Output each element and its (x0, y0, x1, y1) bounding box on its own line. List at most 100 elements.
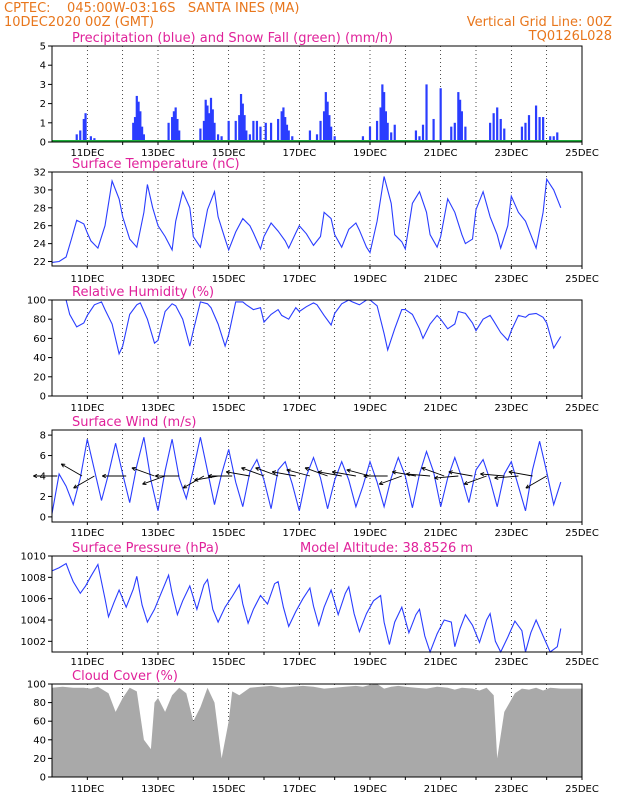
y-tick-label: 80 (33, 315, 46, 326)
precip-bar (238, 115, 241, 142)
wind-arrow-head (286, 469, 291, 473)
y-tick-label: 40 (33, 735, 46, 746)
x-tick-label: 15DEC (212, 528, 246, 539)
wind-arrow-head (102, 475, 106, 479)
wind-arrow-shaft (463, 475, 487, 485)
precip-bar (135, 95, 138, 142)
y-tick-label: 8 (40, 431, 46, 442)
wind-arrow-shaft (392, 471, 417, 477)
x-tick-label: 19DEC (353, 148, 387, 159)
precip-bar (206, 105, 209, 142)
wind-arrow-head (448, 470, 453, 473)
data-line (52, 299, 562, 356)
panel-title: Surface Wind (m/s) (72, 415, 196, 430)
precip-bar (324, 92, 327, 142)
precip-bar (84, 113, 87, 142)
x-tick-label: 13DEC (141, 784, 175, 795)
wind-arrow (241, 466, 265, 477)
precip-bar (239, 94, 243, 142)
y-tick-label: 1002 (21, 637, 46, 648)
panel-title: Relative Humidity (%) (72, 285, 214, 300)
y-tick-label: 30 (33, 185, 46, 196)
wind-arrow (102, 473, 127, 479)
y-tick-label: 100 (27, 680, 46, 691)
wind-arrow (434, 475, 459, 480)
precip-bar (384, 111, 387, 142)
wind-arrow-shaft (448, 471, 473, 477)
x-tick-label: 17DEC (282, 274, 316, 285)
wind-arrow-shaft (241, 467, 265, 477)
x-tick-label: 15DEC (212, 657, 246, 668)
y-tick-label: 6 (40, 451, 46, 462)
wind-arrow-shaft (421, 467, 445, 477)
wind-arrow (421, 466, 445, 477)
precip-bar (178, 130, 181, 142)
x-tick-label: 13DEC (141, 657, 175, 668)
x-tick-label: 19DEC (353, 274, 387, 285)
wind-arrow-head (102, 473, 106, 477)
wind-arrow-head (33, 475, 38, 479)
x-tick-label: 15DEC (212, 148, 246, 159)
y-tick-label: 1004 (21, 616, 46, 627)
precip-bar (333, 136, 336, 142)
y-tick-label: 0 (40, 392, 46, 403)
y-tick-label: 1 (40, 118, 46, 129)
wind-arrow-head (225, 471, 230, 475)
wind-arrow-head (286, 468, 291, 471)
run-datetime: 10DEC2020 00Z (GMT) (4, 15, 154, 30)
wind-arrow (480, 472, 505, 477)
panel-6: 0 20 40 60 80 100 11DEC 13DEC 15DEC 17DEC 19DEC 21D… (27, 669, 599, 795)
precip-bar (282, 107, 285, 142)
y-tick-label: 20 (33, 754, 46, 765)
precip-bar (137, 101, 140, 142)
precip-bar (255, 120, 259, 142)
x-tick-label: 21DEC (424, 274, 458, 285)
precip-bar (171, 117, 174, 142)
y-tick-label: 100 (27, 296, 46, 307)
x-tick-label: 11DEC (70, 657, 104, 668)
wind-arrow-head (142, 481, 146, 485)
wind-arrow-head (317, 471, 322, 475)
precip-bar (393, 124, 396, 142)
wind-arrow-shaft (286, 469, 311, 477)
x-tick-label: 23DEC (494, 148, 528, 159)
wind-arrow (271, 470, 296, 477)
precip-bar (285, 124, 289, 142)
data-line (51, 437, 562, 514)
wind-arrow-head (304, 467, 309, 471)
x-tick-label: 25DEC (565, 657, 599, 668)
precip-bar (496, 107, 499, 142)
precip-bar (291, 136, 294, 142)
grid-line-note: Vertical Grid Line: 00Z (467, 15, 612, 30)
wind-arrow-head (434, 475, 439, 479)
y-tick-label: 32 (33, 168, 46, 179)
precip-bar (556, 132, 559, 142)
wind-arrow-shaft (318, 471, 342, 477)
precip-bar (227, 120, 230, 142)
wind-arrow-head (317, 470, 323, 473)
precip-bar (492, 113, 495, 142)
panel-frame (51, 171, 583, 267)
y-tick-label: 2 (40, 492, 46, 503)
wind-arrow-head (378, 481, 383, 485)
wind-arrow-shaft (379, 475, 402, 485)
wind-arrow-shaft (406, 473, 431, 477)
wind-arrow (208, 473, 233, 479)
wind-arrow-head (346, 469, 351, 473)
panel-1: 0 1 2 3 4 5 11DEC 13DEC 15DEC 17DEC 19DEC 21DEC 23DE… (40, 31, 599, 159)
wind-arrow-head (33, 473, 38, 477)
x-tick-label: 13DEC (141, 148, 175, 159)
x-tick-label: 19DEC (353, 657, 387, 668)
x-tick-label: 25DEC (565, 784, 599, 795)
y-tick-label: 26 (33, 221, 46, 232)
wind-arrow-shaft (226, 471, 250, 477)
wind-arrow (494, 475, 519, 480)
wind-arrow-head (434, 477, 439, 480)
wind-arrow-head (494, 475, 499, 479)
y-tick-label: 60 (33, 717, 46, 728)
wind-arrow-shaft (73, 475, 95, 489)
precip-bar (432, 118, 435, 142)
precip-bar (209, 97, 213, 142)
x-tick-label: 17DEC (282, 148, 316, 159)
